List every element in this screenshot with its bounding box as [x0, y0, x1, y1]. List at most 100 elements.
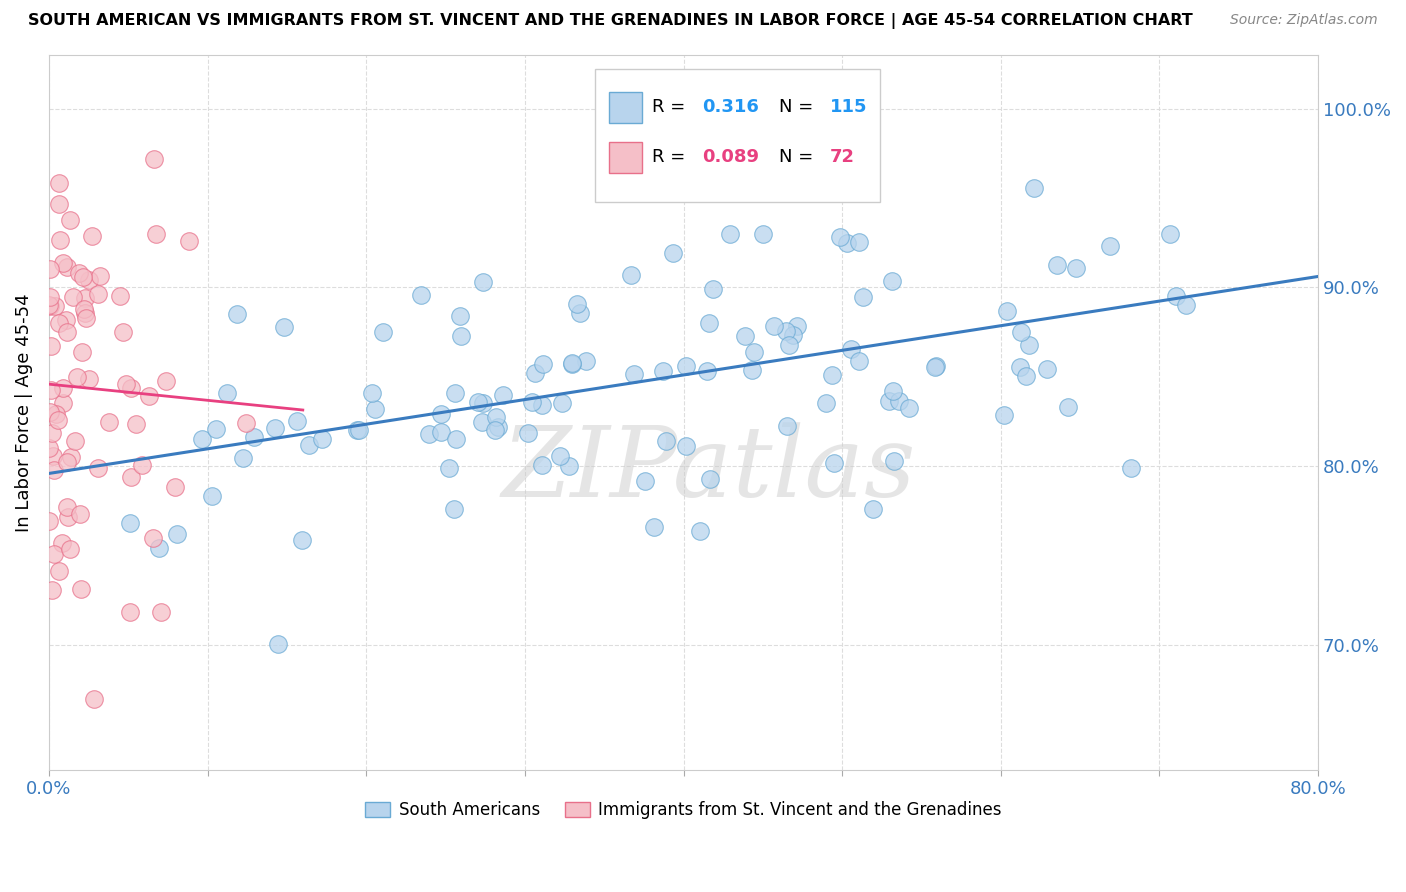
Point	[48, 176, 70, 190]
Point	[115, 376, 138, 391]
Point	[485, 410, 508, 425]
Point	[516, 425, 538, 440]
Point	[46, 413, 69, 427]
Point	[574, 354, 596, 368]
Point	[778, 338, 800, 352]
Point	[675, 439, 697, 453]
Point	[897, 401, 920, 415]
Point	[143, 152, 166, 166]
Point	[696, 364, 718, 378]
Point	[120, 469, 142, 483]
Point	[718, 227, 741, 242]
Point	[77, 372, 100, 386]
Point	[1018, 337, 1040, 351]
Point	[752, 227, 775, 241]
Point	[620, 268, 643, 282]
Point	[142, 532, 165, 546]
Point	[1175, 298, 1198, 312]
Point	[87, 287, 110, 301]
Point	[215, 386, 238, 401]
Point	[446, 433, 468, 447]
Point	[662, 245, 685, 260]
Point	[839, 342, 862, 356]
Point	[48, 197, 70, 211]
Point	[145, 227, 167, 242]
Text: Source: ZipAtlas.com: Source: ZipAtlas.com	[1230, 13, 1378, 28]
Point	[75, 310, 97, 325]
Point	[697, 316, 720, 330]
Point	[149, 606, 172, 620]
Point	[443, 386, 465, 401]
Text: 115: 115	[830, 98, 868, 116]
Point	[471, 396, 494, 410]
Point	[346, 423, 368, 437]
Point	[48, 564, 70, 578]
Point	[430, 407, 453, 421]
Point	[56, 260, 79, 275]
Point	[38, 514, 60, 528]
Y-axis label: In Labor Force | Age 45-54: In Labor Force | Age 45-54	[15, 293, 32, 532]
Point	[1014, 369, 1036, 384]
Point	[1099, 239, 1122, 253]
Point	[551, 395, 574, 409]
Point	[925, 359, 948, 373]
Point	[56, 325, 79, 339]
Point	[204, 422, 226, 436]
Point	[561, 356, 583, 370]
Point	[285, 414, 308, 428]
Point	[449, 310, 471, 324]
Point	[364, 402, 387, 417]
Point	[52, 381, 75, 395]
Point	[877, 394, 900, 409]
Point	[121, 381, 143, 395]
FancyBboxPatch shape	[595, 70, 880, 202]
Point	[67, 266, 90, 280]
Point	[411, 288, 433, 302]
Point	[443, 501, 465, 516]
Point	[73, 291, 96, 305]
Point	[531, 357, 554, 371]
Point	[232, 450, 254, 465]
Point	[120, 605, 142, 619]
Point	[39, 339, 62, 353]
Point	[44, 299, 66, 313]
Point	[298, 437, 321, 451]
Point	[782, 327, 804, 342]
Point	[1024, 181, 1046, 195]
Point	[72, 345, 94, 359]
Point	[1010, 325, 1032, 339]
Point	[484, 423, 506, 437]
Point	[880, 274, 903, 288]
Point	[273, 319, 295, 334]
Point	[824, 457, 846, 471]
Point	[852, 290, 875, 304]
Point	[80, 228, 103, 243]
Point	[52, 256, 75, 270]
Point	[887, 393, 910, 408]
Point	[439, 460, 461, 475]
Point	[741, 363, 763, 377]
Point	[486, 420, 509, 434]
Point	[848, 354, 870, 368]
Point	[924, 360, 946, 375]
Point	[166, 527, 188, 541]
Point	[242, 430, 264, 444]
Point	[1056, 400, 1078, 414]
Point	[418, 427, 440, 442]
Point	[1119, 461, 1142, 475]
Point	[862, 502, 884, 516]
Point	[848, 235, 870, 249]
Point	[41, 582, 63, 597]
Point	[138, 389, 160, 403]
Point	[734, 329, 756, 343]
Point	[883, 453, 905, 467]
Point	[97, 415, 120, 429]
Point	[89, 269, 111, 284]
Point	[993, 408, 1015, 422]
Point	[62, 290, 84, 304]
Point	[179, 234, 201, 248]
Point	[830, 229, 852, 244]
Text: N =: N =	[779, 148, 818, 167]
Point	[702, 282, 724, 296]
Point	[55, 313, 77, 327]
